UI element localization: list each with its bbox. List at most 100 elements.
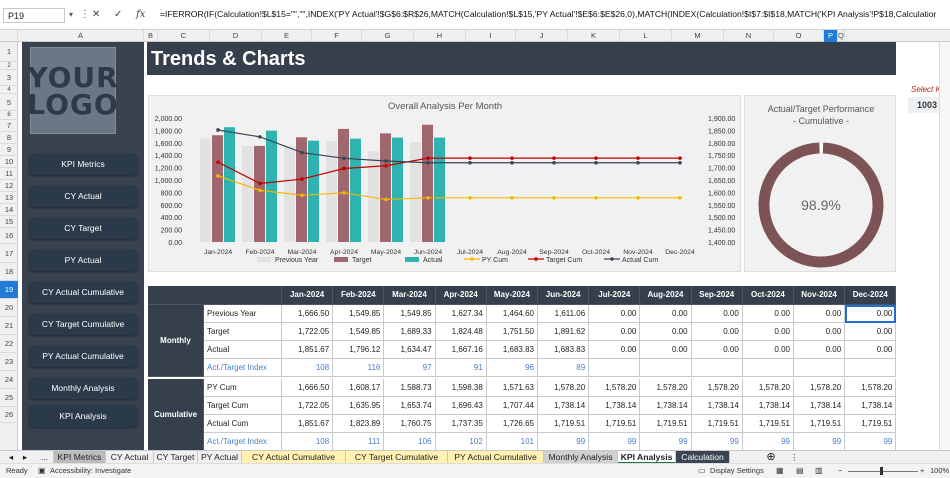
table-cell[interactable]: 1,634.47 (384, 341, 436, 359)
tab-py-actual[interactable]: PY Actual (198, 451, 242, 464)
bar-actual[interactable] (434, 137, 445, 242)
table-cell[interactable]: 99 (692, 433, 743, 450)
table-cell[interactable]: 0.00 (845, 305, 897, 323)
row-header-16[interactable]: 16 (0, 228, 18, 244)
nav-kpi-metrics-button[interactable]: KPI Metrics (29, 153, 137, 175)
zoom-slider[interactable] (848, 471, 918, 472)
table-cell[interactable]: 1,738.14 (691, 397, 743, 415)
enter-check-icon[interactable]: ✓ (114, 9, 123, 20)
point-actual-cum[interactable] (384, 159, 388, 163)
bar-target[interactable] (422, 124, 433, 242)
tab-py-actual-cumulative[interactable]: PY Actual Cumulative (448, 451, 544, 464)
bar-target[interactable] (212, 135, 223, 242)
point-actual-cum[interactable] (300, 150, 304, 155)
point-py-cum[interactable] (468, 196, 472, 200)
table-cell[interactable]: 1,627.34 (435, 305, 487, 323)
row-header-8[interactable]: 8 (0, 132, 18, 144)
row-header-7[interactable]: 7 (0, 120, 18, 132)
table-cell[interactable]: 0.00 (589, 323, 641, 341)
column-header-l[interactable]: L (620, 30, 672, 42)
row-header-15[interactable]: 15 (0, 216, 18, 228)
bar-actual[interactable] (224, 127, 235, 242)
tab-monthly-analysis[interactable]: Monthly Analysis (544, 451, 618, 464)
point-actual-cum[interactable] (258, 135, 262, 139)
row-header-17[interactable]: 17 (0, 244, 18, 263)
point-target-cum[interactable] (636, 156, 640, 160)
point-actual-cum[interactable] (510, 160, 514, 165)
table-cell[interactable]: 108 (282, 359, 334, 377)
row-header-25[interactable]: 25 (0, 389, 18, 407)
scroll-right-icon[interactable]: ▸ (22, 452, 28, 462)
table-cell[interactable]: 1,598.38 (435, 379, 487, 397)
column-header-f[interactable]: F (312, 30, 362, 42)
bar-actual[interactable] (266, 130, 277, 242)
add-sheet-icon[interactable]: ⊕ (766, 451, 776, 463)
point-actual-cum[interactable] (636, 160, 640, 165)
table-cell[interactable]: 1,608.17 (333, 379, 385, 397)
line-target-cum[interactable] (217, 157, 680, 185)
column-header-d[interactable]: D (210, 30, 262, 42)
point-py-cum[interactable] (636, 196, 640, 200)
point-target-cum[interactable] (342, 166, 346, 171)
normal-view-icon[interactable]: ▦ (776, 466, 784, 475)
table-cell[interactable]: 1,683.83 (538, 341, 590, 359)
table-cell[interactable]: 1,719.51 (538, 415, 590, 433)
point-py-cum[interactable] (300, 193, 304, 197)
point-py-cum[interactable] (216, 174, 220, 178)
point-actual-cum[interactable] (468, 160, 472, 165)
column-header-p[interactable]: P (824, 30, 838, 42)
table-cell[interactable]: 102 (436, 433, 487, 450)
table-cell[interactable]: 1,719.51 (640, 415, 692, 433)
table-cell[interactable]: 0.00 (589, 341, 641, 359)
table-cell[interactable]: 97 (384, 359, 436, 377)
kpi-selector-value[interactable]: 1003 (908, 97, 939, 113)
chevron-down-icon[interactable]: ▾ (69, 10, 74, 19)
table-cell[interactable]: 1,738.14 (742, 397, 794, 415)
table-cell[interactable]: 1,760.75 (384, 415, 436, 433)
table-cell[interactable]: 1,737.35 (435, 415, 487, 433)
tab-calculation[interactable]: Calculation (676, 451, 730, 464)
table-cell[interactable]: 1,549.85 (384, 305, 436, 323)
table-cell[interactable]: 99 (538, 433, 590, 450)
row-header-24[interactable]: 24 (0, 371, 18, 389)
row-header-3[interactable]: 3 (0, 70, 18, 86)
point-py-cum[interactable] (258, 188, 262, 193)
point-target-cum[interactable] (426, 156, 430, 160)
vertical-scrollbar[interactable] (939, 42, 950, 450)
table-cell[interactable]: 1,722.05 (282, 397, 334, 415)
point-target-cum[interactable] (216, 160, 220, 164)
table-cell[interactable]: 1,719.51 (691, 415, 743, 433)
bar-actual[interactable] (308, 140, 319, 242)
tab-cy-target[interactable]: CY Target (154, 451, 198, 464)
table-cell[interactable]: 1,738.14 (794, 397, 846, 415)
table-cell[interactable]: 1,635.95 (333, 397, 385, 415)
row-header-9[interactable]: 9 (0, 144, 18, 156)
line-py-cum[interactable] (217, 175, 680, 201)
bar-target[interactable] (296, 137, 307, 242)
nav-monthly-analysis-button[interactable]: Monthly Analysis (29, 377, 137, 399)
point-actual-cum[interactable] (678, 160, 682, 165)
table-cell[interactable]: 1,578.20 (640, 379, 692, 397)
table-cell[interactable]: 1,578.20 (691, 379, 743, 397)
table-cell[interactable]: 1,578.20 (742, 379, 794, 397)
column-header-m[interactable]: M (672, 30, 724, 42)
table-cell[interactable]: 1,578.20 (589, 379, 641, 397)
point-py-cum[interactable] (384, 197, 388, 202)
point-py-cum[interactable] (552, 196, 556, 200)
table-cell[interactable]: 1,464.60 (486, 305, 538, 323)
tab-cy-target-cumulative[interactable]: CY Target Cumulative (346, 451, 448, 464)
row-header-11[interactable]: 11 (0, 168, 18, 180)
table-cell[interactable]: 0.00 (640, 305, 692, 323)
table-cell[interactable]: 1,738.14 (589, 397, 641, 415)
bar-previous-year[interactable] (242, 145, 253, 242)
name-box[interactable]: P19 (3, 8, 65, 23)
table-cell[interactable]: 99 (743, 433, 794, 450)
table-cell[interactable]: 1,851.67 (282, 341, 334, 359)
point-py-cum[interactable] (594, 196, 598, 200)
table-cell[interactable]: 1,719.51 (794, 415, 846, 433)
tab-kpi-metrics[interactable]: KPI Metrics (54, 451, 106, 464)
table-cell[interactable]: 1,751.50 (486, 323, 538, 341)
tab-cy-actual[interactable]: CY Actual (106, 451, 154, 464)
row-header-13[interactable]: 13 (0, 192, 18, 204)
table-cell[interactable]: 0.00 (794, 305, 846, 323)
